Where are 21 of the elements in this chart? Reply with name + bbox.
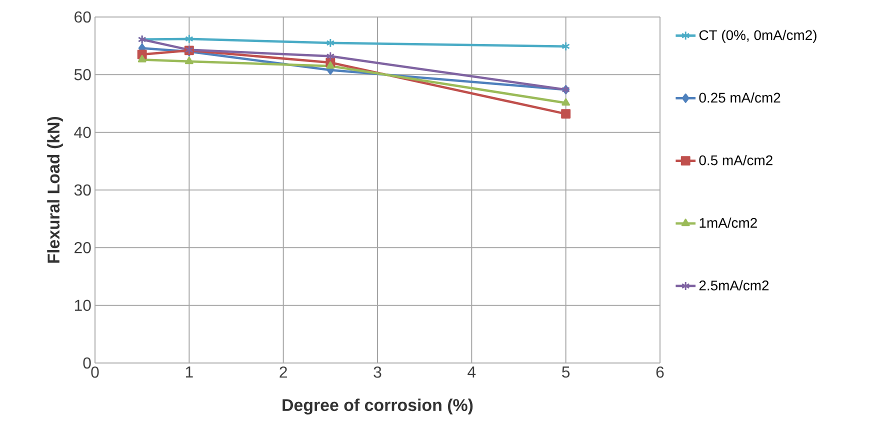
legend-label: CT (0%, 0mA/cm2) — [699, 30, 816, 43]
y-tick-label: 10 — [74, 300, 91, 311]
legend-label: 0.5 mA/cm2 — [699, 155, 772, 166]
y-tick-label: 0 — [83, 357, 91, 369]
x-axis-title: Degree of corrosion (%) — [282, 398, 473, 415]
legend-label: 0.25 mA/cm2 — [699, 92, 780, 103]
y-axis-title: Flexural Load (kN) — [47, 116, 63, 263]
x-tick-label: 5 — [562, 366, 570, 378]
y-tick-label: 60 — [74, 11, 91, 23]
y-tick-label: 30 — [74, 184, 91, 196]
legend-label: 2.5mA/cm2 — [699, 280, 769, 290]
x-tick-label: 6 — [656, 366, 664, 378]
x-tick-label: 1 — [186, 366, 193, 378]
y-tick-label: 20 — [74, 242, 91, 254]
x-tick-label: 0 — [91, 366, 99, 378]
x-tick-label: 4 — [468, 366, 476, 378]
y-tick-label: 40 — [74, 126, 91, 138]
y-tick-label: 50 — [74, 69, 91, 80]
x-tick-label: 2 — [280, 366, 287, 378]
x-tick-label: 3 — [374, 366, 382, 378]
legend-label: 1mA/cm2 — [700, 218, 757, 228]
